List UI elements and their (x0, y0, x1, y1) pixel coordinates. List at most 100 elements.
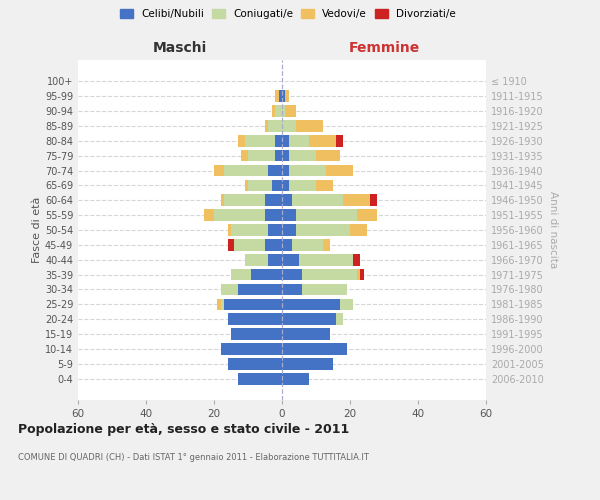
Bar (282, 90, 286, 102)
Bar (235, 239, 265, 250)
Bar (272, 180, 282, 191)
Bar (248, 150, 275, 162)
Bar (231, 224, 268, 236)
Legend: Celibi/Nubili, Coniugati/e, Vedovi/e, Divorziati/e: Celibi/Nubili, Coniugati/e, Vedovi/e, Di… (116, 5, 460, 24)
Bar (326, 164, 353, 176)
Bar (357, 269, 360, 280)
Bar (340, 298, 353, 310)
Bar (289, 164, 326, 176)
Bar (299, 254, 353, 266)
Bar (282, 150, 289, 162)
Bar (282, 358, 333, 370)
Bar (360, 269, 364, 280)
Bar (357, 210, 377, 221)
Bar (221, 298, 224, 310)
Bar (227, 239, 235, 250)
Bar (323, 239, 329, 250)
Bar (278, 90, 282, 102)
Bar (282, 343, 347, 355)
Bar (245, 254, 268, 266)
Bar (282, 180, 289, 191)
Bar (238, 373, 282, 384)
Bar (309, 135, 337, 146)
Bar (282, 328, 329, 340)
Bar (224, 164, 268, 176)
Bar (289, 180, 316, 191)
Bar (268, 224, 282, 236)
Bar (265, 120, 268, 132)
Bar (292, 239, 323, 250)
Bar (316, 180, 333, 191)
Bar (289, 135, 309, 146)
Bar (265, 239, 282, 250)
Bar (282, 284, 302, 296)
Bar (227, 224, 231, 236)
Bar (292, 194, 343, 206)
Bar (353, 254, 360, 266)
Bar (245, 180, 248, 191)
Bar (241, 150, 248, 162)
Bar (296, 120, 323, 132)
Bar (282, 105, 286, 117)
Bar (282, 373, 309, 384)
Bar (286, 105, 296, 117)
Bar (275, 90, 278, 102)
Bar (214, 210, 265, 221)
Bar (245, 135, 275, 146)
Bar (224, 298, 282, 310)
Bar (231, 328, 282, 340)
Bar (350, 224, 367, 236)
Text: Maschi: Maschi (153, 41, 207, 55)
Bar (265, 194, 282, 206)
Bar (275, 105, 282, 117)
Bar (282, 135, 289, 146)
Bar (337, 135, 343, 146)
Text: Popolazione per età, sesso e stato civile - 2011: Popolazione per età, sesso e stato civil… (18, 422, 349, 436)
Bar (221, 284, 238, 296)
Bar (248, 180, 272, 191)
Text: COMUNE DI QUADRI (CH) - Dati ISTAT 1° gennaio 2011 - Elaborazione TUTTITALIA.IT: COMUNE DI QUADRI (CH) - Dati ISTAT 1° ge… (18, 452, 369, 462)
Bar (296, 210, 357, 221)
Bar (296, 224, 350, 236)
Bar (275, 135, 282, 146)
Bar (272, 105, 275, 117)
Text: Femmine: Femmine (349, 41, 419, 55)
Bar (282, 224, 296, 236)
Bar (370, 194, 377, 206)
Bar (282, 120, 296, 132)
Bar (227, 358, 282, 370)
Bar (286, 90, 289, 102)
Bar (221, 343, 282, 355)
Y-axis label: Fasce di età: Fasce di età (32, 197, 42, 263)
Bar (282, 314, 337, 325)
Bar (268, 254, 282, 266)
Bar (221, 194, 224, 206)
Bar (282, 194, 292, 206)
Bar (227, 314, 282, 325)
Y-axis label: Anni di nascita: Anni di nascita (548, 192, 557, 268)
Bar (282, 210, 296, 221)
Bar (282, 298, 340, 310)
Bar (238, 135, 245, 146)
Bar (282, 254, 299, 266)
Bar (302, 284, 347, 296)
Bar (268, 164, 282, 176)
Bar (238, 284, 282, 296)
Bar (217, 298, 221, 310)
Bar (268, 120, 282, 132)
Bar (265, 210, 282, 221)
Bar (343, 194, 370, 206)
Bar (316, 150, 340, 162)
Bar (231, 269, 251, 280)
Bar (251, 269, 282, 280)
Bar (282, 239, 292, 250)
Bar (302, 269, 357, 280)
Bar (282, 164, 289, 176)
Bar (224, 194, 265, 206)
Bar (214, 164, 224, 176)
Bar (282, 269, 302, 280)
Bar (204, 210, 214, 221)
Bar (289, 150, 316, 162)
Bar (275, 150, 282, 162)
Bar (337, 314, 343, 325)
